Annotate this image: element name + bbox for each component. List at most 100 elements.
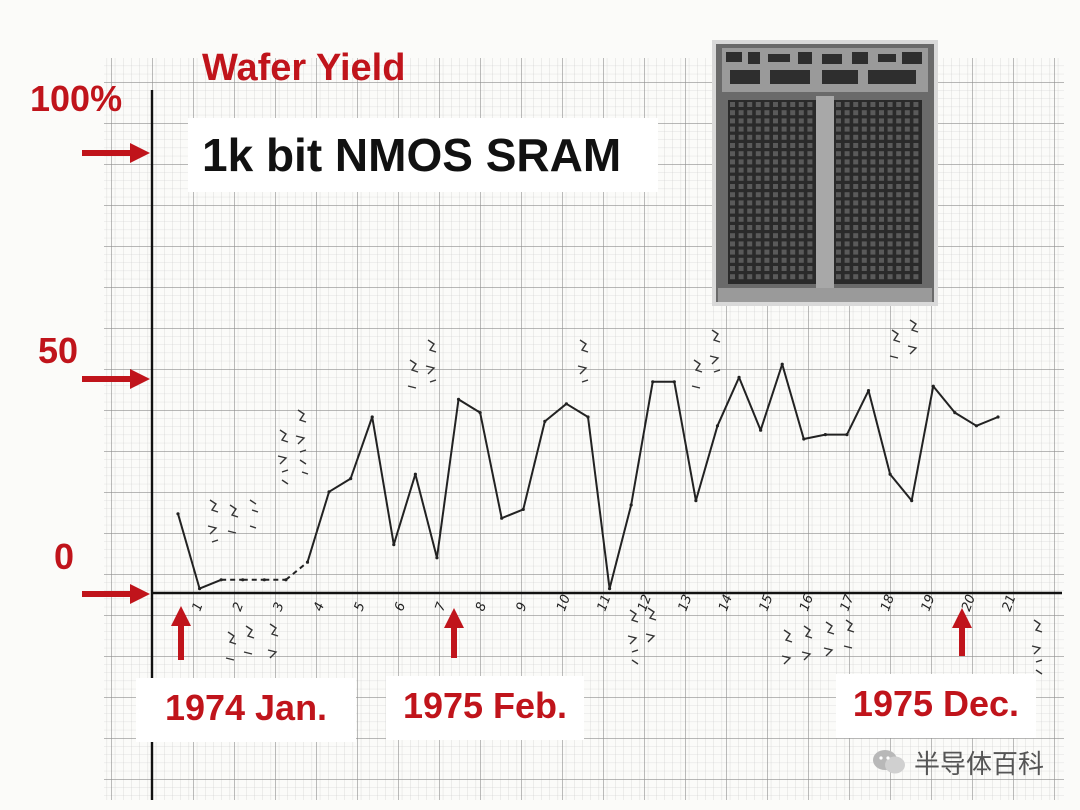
x-tick-label: 13 [676,593,696,614]
series-segment [781,363,805,440]
data-point [780,362,784,366]
data-point [413,472,417,476]
series-segment [349,416,374,479]
data-point [392,543,396,547]
data-point [176,512,180,516]
red-arrows [82,143,972,660]
data-point [996,415,1000,419]
series-segment [587,416,611,589]
x-tick-label: 10 [554,593,574,614]
data-point [629,503,633,507]
data-point [737,375,741,379]
series-segment [630,381,654,506]
data-point [349,477,353,481]
data-point [564,402,569,406]
series-segment [479,412,503,519]
date-label-dec75: 1975 Dec. [836,674,1036,738]
x-tick-label: 15 [757,593,777,614]
series-segment [846,390,870,436]
data-point [435,556,439,560]
data-point [370,415,374,419]
series-segment [759,363,784,431]
series-segment [867,390,892,475]
series-segment [910,386,935,501]
data-point [974,424,979,428]
series-segment [889,473,913,502]
series-segment [371,416,395,545]
arrow-0 [82,584,150,604]
data-point [931,384,935,388]
series-segment [932,385,956,414]
data-point [910,499,914,503]
data-point [672,380,676,384]
data-point [607,587,612,591]
x-tick-label: 20 [959,593,979,614]
series-segment [328,477,352,493]
y-tick-label-0: 0 [54,536,75,577]
x-tick-label: 19 [919,593,939,614]
wechat-icon [873,750,905,774]
series-segment [976,416,999,427]
arrow-dec75 [952,608,972,656]
arrow-feb75 [444,608,464,658]
data-point [866,389,871,393]
y-tick-label-100: 100% [30,78,123,119]
x-tick-label: 18 [878,593,898,614]
data-point [521,507,525,511]
watermark-text: 半导体百科 [914,748,1045,779]
data-point [715,424,720,428]
chip-memory-cells [730,102,919,280]
x-tick-label: 11 [595,593,615,614]
x-tick-label: 14 [716,593,736,614]
yield-series [176,362,1000,591]
date-label-feb75: 1975 Feb. [386,676,584,740]
series-segment [285,561,309,581]
series-segment [199,578,222,590]
data-point [953,411,957,415]
series-segment [694,425,719,501]
data-point [262,578,266,582]
y-tick-label-50: 50 [38,330,79,371]
data-point [327,490,331,494]
series-segment [177,513,201,589]
chip-die-photo [712,40,938,306]
x-tick-label: 16 [797,593,817,614]
arrow-100 [82,143,150,163]
series-segment [716,376,740,427]
series-segment [501,508,524,520]
data-point [478,411,482,415]
data-point [586,415,590,419]
series-segment [435,399,460,558]
series-segment [392,473,417,545]
arrow-50 [82,369,150,389]
chart-title: 1k bit NMOS SRAM [188,118,658,192]
data-point [759,428,763,432]
date-label-jan74: 1974 Jan. [136,678,356,742]
arrow-jan74 [171,606,191,660]
data-point [543,419,547,423]
series-segment [522,421,546,510]
series-segment [673,381,697,501]
series-segment [565,402,589,418]
watermark: 半导体百科 [872,744,1044,780]
data-point [802,437,806,441]
x-tick-label: 21 [1000,593,1020,614]
data-point [500,516,504,520]
series-segment [306,491,331,563]
series-segment [738,377,762,431]
x-tick-label: 12 [635,593,655,614]
data-point [456,397,461,401]
series-segment [954,411,977,427]
data-point [241,578,245,582]
data-point [845,433,849,437]
data-point [219,578,223,582]
data-point [694,499,698,503]
series-segment [414,473,438,559]
data-point [888,472,892,476]
series-segment [608,504,633,589]
data-point [823,433,827,437]
series-segment [544,403,568,423]
data-point [651,380,655,384]
series-segment [458,398,481,414]
